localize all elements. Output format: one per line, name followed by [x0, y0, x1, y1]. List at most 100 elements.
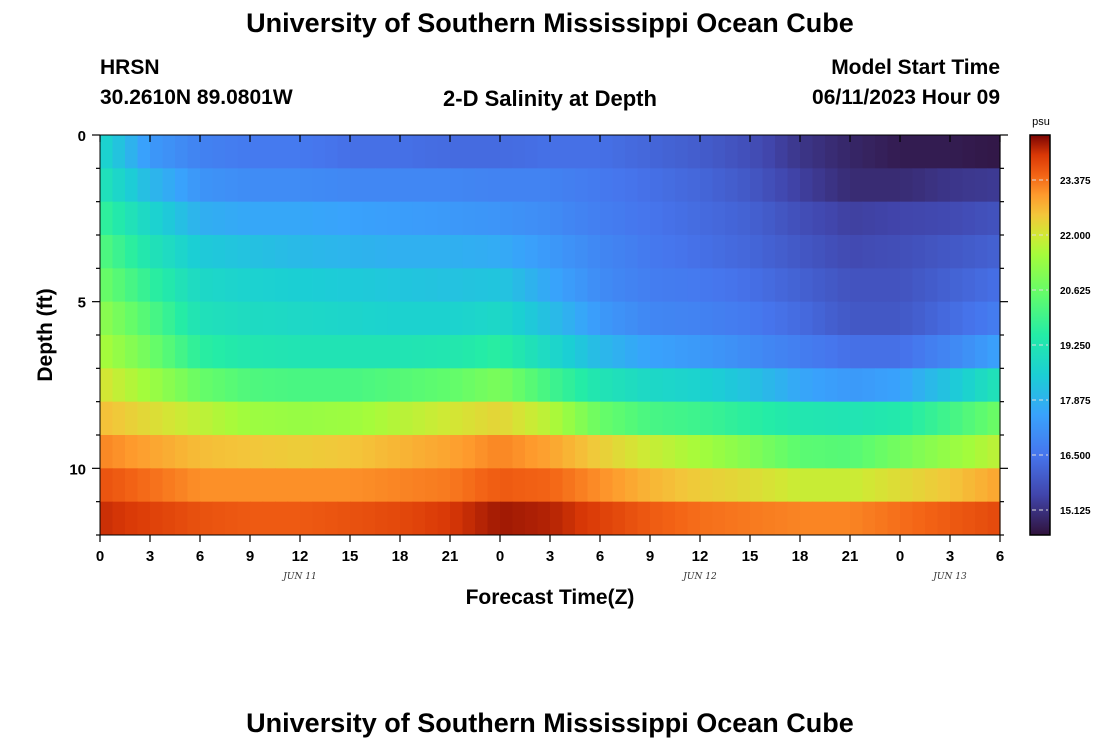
heatmap-cell [837, 368, 851, 403]
heatmap-cell [487, 301, 501, 336]
heatmap-cell [650, 301, 664, 336]
heatmap-cell [462, 268, 476, 303]
heatmap-cell [750, 201, 764, 236]
heatmap-cell [325, 468, 339, 503]
heatmap-cell [550, 168, 564, 203]
heatmap-cell [525, 368, 539, 403]
heatmap-cell [762, 235, 776, 269]
heatmap-cell [437, 268, 451, 303]
heatmap-cell [100, 501, 114, 536]
heatmap-cell [100, 301, 114, 336]
heatmap-cell [962, 401, 976, 436]
heatmap-cell [312, 201, 326, 236]
heatmap-cell [500, 235, 514, 269]
heatmap-cell [850, 168, 864, 203]
heatmap-cell [275, 268, 289, 303]
heatmap-cell [687, 501, 701, 536]
heatmap-cell [600, 435, 614, 469]
heatmap-cell [887, 135, 901, 169]
x-tick-label: 3 [946, 548, 954, 565]
heatmap-cell [600, 301, 614, 336]
heatmap-cell [537, 501, 551, 536]
heatmap-cell [237, 301, 251, 336]
heatmap-cell [587, 401, 601, 436]
x-tick-label: 12 [692, 548, 709, 565]
heatmap-cell [550, 235, 564, 269]
heatmap-cell [212, 501, 226, 536]
heatmap-cell [637, 401, 651, 436]
heatmap-cell [787, 268, 801, 303]
heatmap-cell [287, 501, 301, 536]
heatmap-cell [650, 501, 664, 536]
heatmap-cell [212, 435, 226, 469]
heatmap-cell [787, 435, 801, 469]
heatmap-cell [225, 435, 239, 469]
heatmap-cell [425, 135, 439, 169]
heatmap-cell [925, 235, 939, 269]
heatmap-cell [575, 335, 589, 369]
heatmap-cell [100, 401, 114, 436]
heatmap-cell [387, 401, 401, 436]
heatmap-cell [687, 401, 701, 436]
heatmap-cell [150, 468, 164, 503]
heatmap-cell [512, 135, 526, 169]
heatmap-cell [362, 135, 376, 169]
heatmap-cell [150, 135, 164, 169]
heatmap-cell [937, 435, 951, 469]
heatmap-cell [775, 501, 789, 536]
heatmap-cell [437, 368, 451, 403]
station-code: HRSN [100, 56, 160, 79]
heatmap-cell [850, 268, 864, 303]
heatmap-cell [725, 235, 739, 269]
heatmap-cell [362, 335, 376, 369]
heatmap-cell [762, 135, 776, 169]
heatmap-cell [275, 468, 289, 503]
heatmap-cell [812, 135, 826, 169]
heatmap-cell [537, 435, 551, 469]
heatmap-cell [675, 168, 689, 203]
heatmap-cell [712, 435, 726, 469]
heatmap-cell [775, 468, 789, 503]
heatmap-cell [662, 235, 676, 269]
x-tick-label: 15 [742, 548, 759, 565]
heatmap-cell [737, 135, 751, 169]
heatmap-cell [375, 501, 389, 536]
heatmap-cell [475, 301, 489, 336]
heatmap-cell [225, 368, 239, 403]
heatmap-cell [775, 168, 789, 203]
heatmap-cell [212, 268, 226, 303]
heatmap-cell [475, 401, 489, 436]
heatmap-cell [625, 435, 639, 469]
heatmap-cell [587, 335, 601, 369]
heatmap-cell [900, 135, 914, 169]
heatmap-cell [350, 435, 364, 469]
x-date-label: JUN 12 [681, 572, 717, 582]
heatmap-cell [100, 335, 114, 369]
heatmap-cell [550, 435, 564, 469]
heatmap-cell [987, 468, 1001, 503]
heatmap-cell [162, 435, 176, 469]
heatmap-cell [562, 368, 576, 403]
y-axis-label: Depth (ft) [34, 288, 57, 381]
heatmap-cell [562, 235, 576, 269]
heatmap-cell [212, 468, 226, 503]
heatmap-cell [625, 268, 639, 303]
heatmap-cell [887, 368, 901, 403]
heatmap-cell [500, 168, 514, 203]
bottom-title: University of Southern Mississippi Ocean… [246, 708, 854, 738]
heatmap-cell [887, 168, 901, 203]
heatmap-cell [375, 368, 389, 403]
heatmap-cell [525, 135, 539, 169]
heatmap-cell [462, 368, 476, 403]
heatmap-cell [750, 501, 764, 536]
heatmap-cell [375, 168, 389, 203]
heatmap-cell [600, 235, 614, 269]
heatmap-cell [525, 435, 539, 469]
heatmap-cell [762, 368, 776, 403]
heatmap-cell [912, 435, 926, 469]
heatmap-cell [412, 268, 426, 303]
heatmap-cell [125, 335, 139, 369]
heatmap-cell [187, 301, 201, 336]
heatmap-cell [487, 268, 501, 303]
heatmap-cell [687, 201, 701, 236]
